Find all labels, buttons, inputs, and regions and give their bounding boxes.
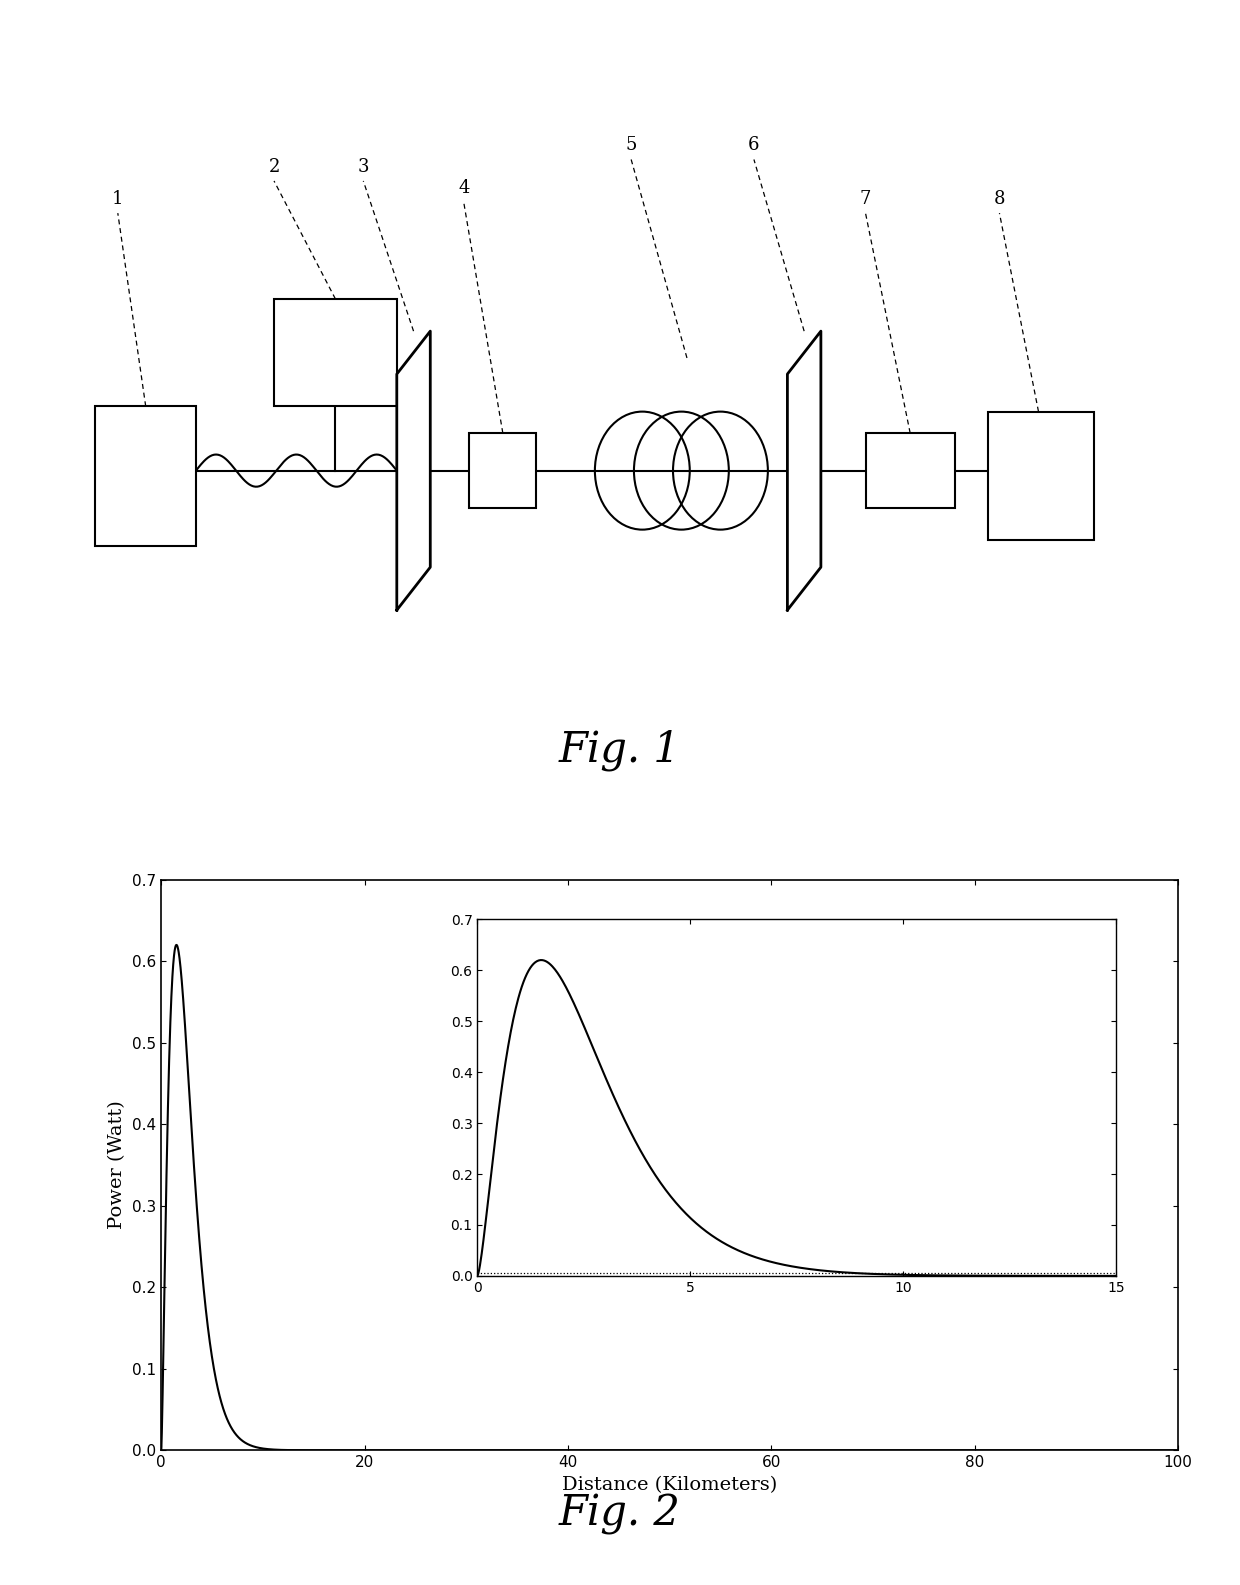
FancyBboxPatch shape [988, 412, 1094, 540]
Text: 2: 2 [268, 157, 280, 176]
Polygon shape [397, 331, 430, 610]
FancyBboxPatch shape [274, 300, 397, 406]
FancyBboxPatch shape [95, 406, 196, 545]
FancyBboxPatch shape [469, 433, 536, 509]
Y-axis label: Power (Watt): Power (Watt) [109, 1100, 126, 1230]
FancyBboxPatch shape [866, 433, 955, 509]
Text: 1: 1 [112, 190, 124, 208]
Text: Fig. 2: Fig. 2 [559, 1493, 681, 1534]
Text: 7: 7 [859, 190, 872, 208]
Text: Fig. 1: Fig. 1 [559, 729, 681, 770]
Text: 6: 6 [748, 136, 760, 154]
Polygon shape [787, 331, 821, 610]
X-axis label: Distance (Kilometers): Distance (Kilometers) [562, 1476, 777, 1493]
Text: 3: 3 [357, 157, 370, 176]
Text: 8: 8 [993, 190, 1006, 208]
Text: 4: 4 [458, 179, 470, 197]
Text: 5: 5 [625, 136, 637, 154]
